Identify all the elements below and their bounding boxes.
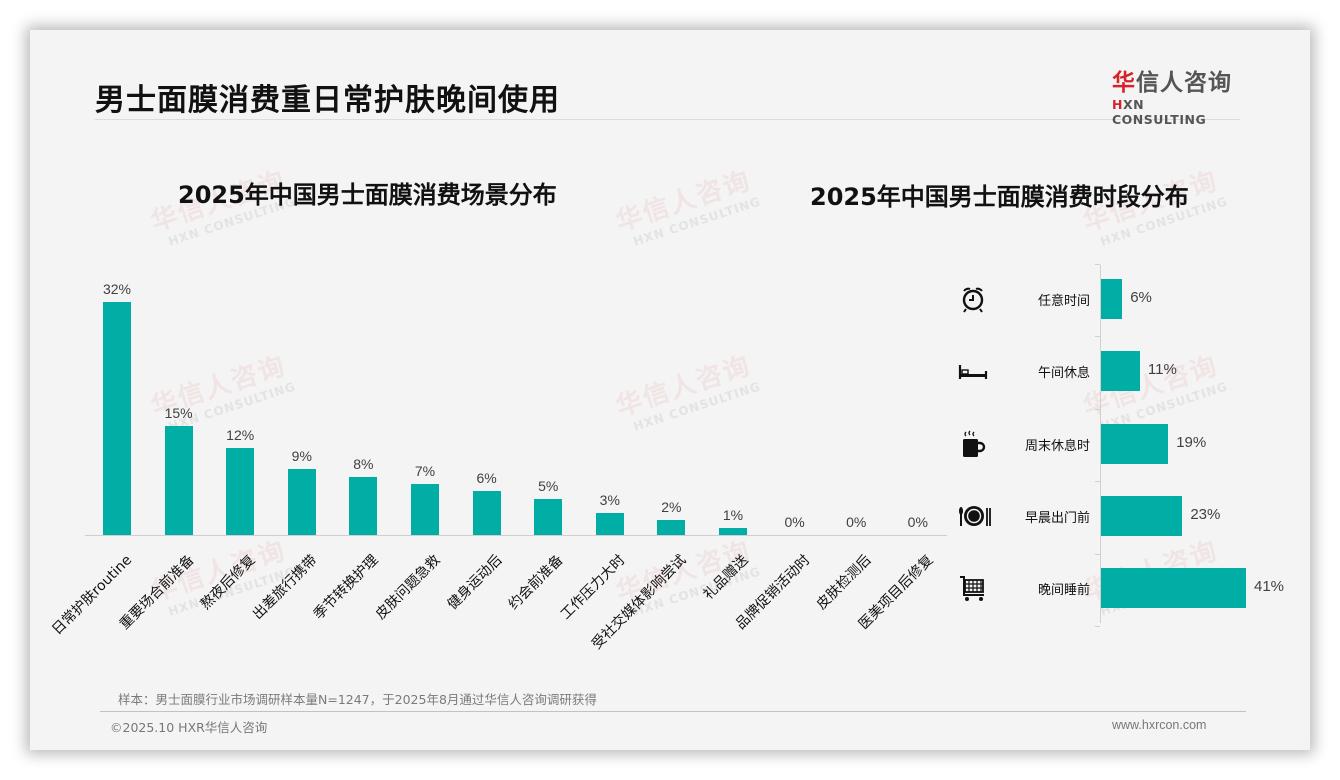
bar bbox=[164, 425, 193, 535]
bar-column: 32% 日常护肤routine bbox=[49, 260, 148, 680]
axis-tick bbox=[1095, 336, 1100, 337]
bar-row: 周末休息时 19% bbox=[950, 424, 1290, 464]
axis-tick bbox=[1095, 409, 1100, 410]
bar-value-label: 1% bbox=[722, 506, 744, 523]
bar-column: 1% 礼品赠送 bbox=[701, 260, 764, 680]
bar-value-label: 23% bbox=[1190, 506, 1221, 523]
bar-column: 8% 季节转换护理 bbox=[311, 260, 394, 680]
bar-column: 2% 受社交媒体影响尝试 bbox=[589, 260, 702, 680]
bar-value-label: 3% bbox=[599, 492, 620, 509]
plate-cutlery-icon bbox=[958, 502, 991, 530]
bar bbox=[1101, 351, 1140, 391]
bar-column: 7% 皮肤问题急救 bbox=[373, 260, 456, 680]
bar bbox=[349, 476, 378, 535]
bar bbox=[226, 447, 255, 535]
scene-bar-chart: 32% 日常护肤routine 15% 重要场合前准备 12% 熬夜后修复 9% 出差旅行携带… bbox=[49, 260, 949, 680]
sample-note: 样本：男士面膜行业市场调研样本量N=1247，于2025年8月通过华信人咨询调研… bbox=[118, 692, 597, 707]
bar-column: 9% 出差旅行携带 bbox=[250, 260, 333, 680]
bar-column: 12% 熬夜后修复 bbox=[198, 260, 271, 680]
bar bbox=[657, 520, 686, 535]
category-label: 晚间睡前 bbox=[1037, 583, 1090, 598]
bar bbox=[1101, 496, 1183, 536]
bar bbox=[1101, 279, 1123, 319]
time-chart-title: 2025年中国男士面膜消费时段分布 bbox=[810, 183, 1189, 211]
bar-value-label: 0% bbox=[784, 514, 805, 530]
time-bar-chart: 任意时间 6% 午间休息 11% 周末休息时 19% 早晨出门前 23% 晚间睡前 41% bbox=[950, 260, 1290, 630]
logo-chinese: 华信人咨询 bbox=[1112, 63, 1242, 97]
category-label: 礼品赠送 bbox=[700, 552, 752, 604]
bar-value-label: 12% bbox=[226, 426, 255, 443]
category-label: 早晨出门前 bbox=[1024, 511, 1090, 526]
bar-value-label: 32% bbox=[102, 281, 132, 297]
axis-tick bbox=[1095, 264, 1100, 265]
bed-icon bbox=[958, 357, 988, 385]
logo-en-text: XN CONSULTING bbox=[1112, 97, 1207, 127]
coffee-mug-icon bbox=[958, 430, 988, 458]
bar-column: 5% 约会前准备 bbox=[506, 260, 579, 680]
logo-en-red-char: H bbox=[1112, 97, 1123, 112]
bar-row: 早晨出门前 23% bbox=[950, 496, 1290, 536]
bar-value-label: 8% bbox=[353, 455, 374, 472]
slide: 男士面膜消费重日常护肤晚间使用 华信人咨询 HXN CONSULTING 华信人… bbox=[30, 30, 1310, 750]
category-label: 午间休息 bbox=[1037, 366, 1090, 381]
copyright: ©2025.10 HXR华信人咨询 bbox=[110, 720, 268, 735]
y-axis-line bbox=[1100, 265, 1101, 623]
category-label: 任意时间 bbox=[1037, 294, 1090, 309]
page-title: 男士面膜消费重日常护肤晚间使用 bbox=[95, 83, 560, 118]
bar-value-label: 7% bbox=[414, 463, 436, 480]
bar-value-label: 15% bbox=[164, 404, 193, 421]
axis-tick bbox=[1095, 554, 1100, 555]
shopping-cart-icon bbox=[958, 574, 988, 602]
bar-row: 任意时间 6% bbox=[950, 279, 1290, 319]
bar-value-label: 19% bbox=[1176, 434, 1207, 451]
logo-english: HXN CONSULTING bbox=[1112, 97, 1242, 127]
bar-column: 3% 工作压力大时 bbox=[558, 260, 641, 680]
bar bbox=[411, 484, 439, 535]
bar-value-label: 41% bbox=[1254, 578, 1285, 595]
logo-red-char: 华 bbox=[1112, 70, 1136, 96]
bar-row: 晚间睡前 41% bbox=[950, 568, 1290, 608]
axis-tick bbox=[1095, 626, 1100, 627]
bar-column: 6% 健身运动后 bbox=[444, 260, 518, 680]
alarm-clock-icon bbox=[958, 285, 988, 313]
brand-logo: 华信人咨询 HXN CONSULTING bbox=[1112, 63, 1242, 127]
bar bbox=[1101, 568, 1246, 608]
bar-value-label: 11% bbox=[1147, 361, 1177, 378]
bar bbox=[103, 302, 131, 535]
bar bbox=[534, 498, 563, 535]
bar-column: 0% 医美项目后修复 bbox=[856, 260, 949, 680]
bar bbox=[472, 491, 501, 535]
bar bbox=[595, 513, 624, 535]
category-label: 周末休息时 bbox=[1024, 439, 1090, 454]
bar-value-label: 5% bbox=[538, 477, 559, 494]
bar-value-label: 6% bbox=[476, 470, 497, 487]
bar-column: 15% 重要场合前准备 bbox=[116, 260, 210, 680]
axis-tick bbox=[1095, 481, 1100, 482]
bar-value-label: 9% bbox=[291, 448, 312, 465]
bar-value-label: 6% bbox=[1130, 289, 1152, 306]
bar-value-label: 0% bbox=[846, 514, 867, 530]
bar-column: 0% 品牌促销活动时 bbox=[732, 260, 826, 680]
footer-divider bbox=[100, 711, 1246, 712]
bar-row: 午间休息 11% bbox=[950, 351, 1290, 391]
scene-chart-title: 2025年中国男士面膜消费场景分布 bbox=[178, 181, 557, 209]
bar-value-label: 2% bbox=[661, 499, 682, 516]
logo-cn-text: 信人咨询 bbox=[1136, 70, 1232, 96]
website-link[interactable]: www.hxrcon.com bbox=[1112, 718, 1207, 732]
bar-column: 0% 皮肤检测后 bbox=[814, 260, 887, 680]
title-divider bbox=[95, 119, 1240, 120]
bar-value-label: 0% bbox=[907, 514, 928, 530]
x-axis-line bbox=[85, 535, 947, 536]
bar bbox=[287, 469, 316, 535]
bar bbox=[719, 527, 747, 535]
bar bbox=[1101, 424, 1169, 464]
